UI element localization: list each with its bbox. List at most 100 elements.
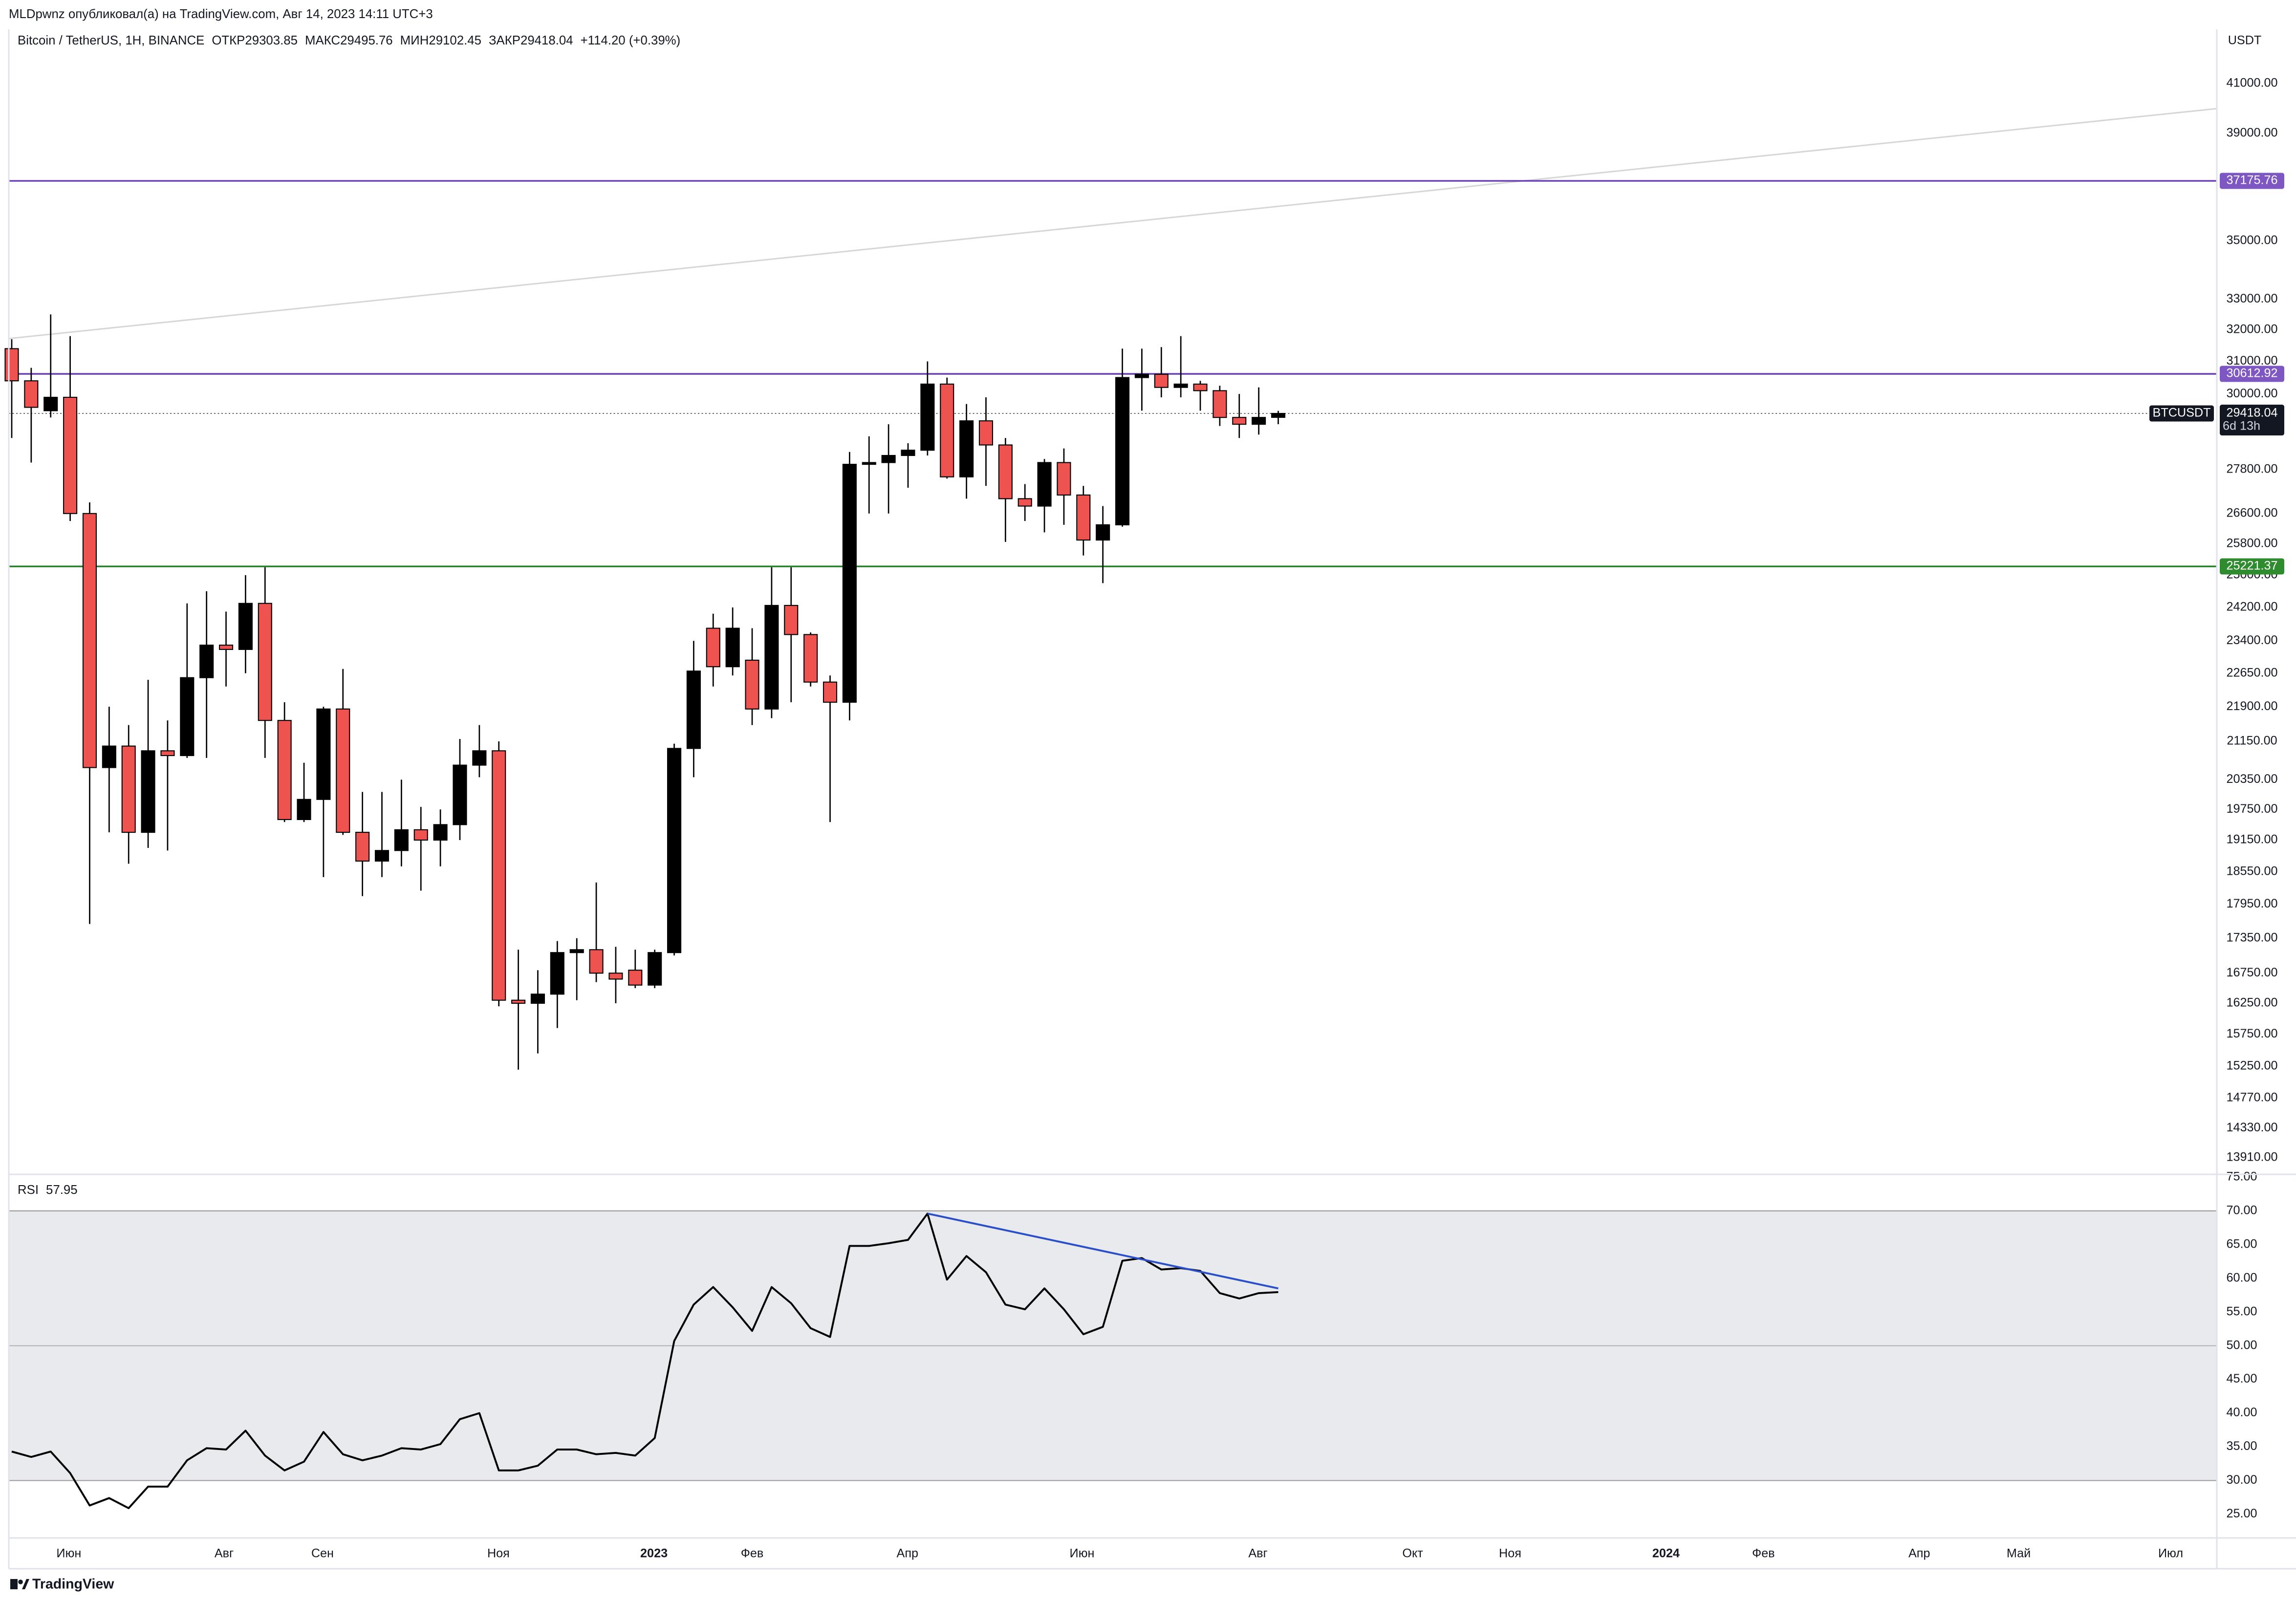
candle-body (453, 764, 467, 825)
y-tick-label: 32000.00 (2226, 323, 2277, 336)
candle-body (998, 444, 1013, 499)
candle-body (784, 605, 799, 635)
y-tick-label: 24200.00 (2226, 600, 2277, 614)
candle-body (492, 750, 506, 1001)
candle-body (1037, 462, 1052, 507)
x-tick-label: Июн (1070, 1547, 1095, 1560)
candle-body (978, 420, 994, 446)
rsi-tick-label: 45.00 (2226, 1372, 2257, 1385)
x-tick-label: Авг (1248, 1547, 1267, 1560)
candle-body (901, 450, 915, 456)
rsi-tick-label: 60.00 (2226, 1271, 2257, 1284)
close-value: 29418.04 (520, 34, 573, 47)
candle-body (1252, 417, 1266, 425)
candle-body (297, 799, 311, 820)
candle-body (648, 952, 662, 986)
candle-body (842, 464, 857, 703)
candle-body (4, 348, 19, 382)
y-tick-label: 15250.00 (2226, 1059, 2277, 1073)
candle-body (1018, 498, 1032, 507)
candle-body (238, 603, 253, 650)
y-tick-label: 22650.00 (2226, 666, 2277, 679)
y-tick-label: 21150.00 (2227, 734, 2277, 748)
candle-body (940, 383, 954, 477)
countdown: 6d 13h (2223, 419, 2260, 433)
y-tick-label: 16750.00 (2226, 966, 2277, 979)
level-label-box (2220, 558, 2284, 575)
y-tick-label: 41000.00 (2226, 76, 2277, 90)
rsi-tick-label: 35.00 (2226, 1439, 2257, 1453)
y-tick-label: 21900.00 (2226, 699, 2277, 713)
brand: TradingView (32, 1577, 114, 1592)
x-tick-label: Фев (1752, 1547, 1775, 1560)
low-value: 29102.45 (429, 34, 481, 47)
rsi-trend-line (927, 1212, 1278, 1290)
candle-body (706, 627, 720, 668)
x-tick-label: 2023 (640, 1547, 668, 1560)
last-price-label: 29418.04 (2226, 406, 2277, 420)
y-tick-label: 31000.00 (2226, 354, 2277, 368)
rsi-tick-label: 65.00 (2226, 1237, 2257, 1251)
candle-body (218, 645, 234, 650)
byline: MLDpwnz опубликовал(а) на TradingView.co… (9, 7, 433, 21)
rsi-tick-label: 25.00 (2226, 1507, 2257, 1520)
y-tick-label: 35000.00 (2226, 233, 2277, 247)
rsi-name: RSI (18, 1183, 39, 1197)
y-tick-label: 19750.00 (2226, 802, 2277, 816)
candle-body (1134, 373, 1149, 378)
level-label: 25221.37 (2226, 559, 2277, 573)
y-tick-label: 27800.00 (2226, 462, 2277, 476)
rsi-tick-label: 55.00 (2226, 1304, 2257, 1318)
level-label: 37175.76 (2226, 173, 2277, 187)
trend-line (8, 108, 2217, 340)
candle-body (764, 605, 779, 710)
y-tick-label: 30000.00 (2226, 387, 2277, 400)
candle-body (667, 748, 682, 953)
candle-body (82, 513, 97, 768)
symbol: Bitcoin / TetherUS, 1H, BINANCE (18, 34, 204, 47)
candle-body (1057, 462, 1071, 496)
candle-body (472, 750, 487, 766)
x-tick-label: Авг (215, 1547, 234, 1560)
y-tick-label: 33000.00 (2226, 292, 2277, 305)
candle-body (316, 708, 331, 800)
rsi-line (11, 1212, 1278, 1510)
candle-body (413, 829, 428, 841)
open-label: ОТКР (212, 34, 245, 47)
candle-body (725, 627, 740, 668)
candle-body (881, 454, 896, 463)
rsi-tick-label: 50.00 (2226, 1338, 2257, 1352)
y-tick-label: 26600.00 (2226, 506, 2277, 519)
candle-body (102, 745, 116, 768)
high-label: МАКС (305, 34, 340, 47)
open-value: 29303.85 (245, 34, 298, 47)
candle-body (141, 750, 155, 833)
candle-body (1193, 383, 1208, 391)
candle-body (1271, 412, 1286, 418)
symbol-label-box (2149, 405, 2214, 422)
close-label: ЗАКР (489, 34, 520, 47)
candle-body (550, 952, 564, 995)
candle-body (121, 745, 136, 833)
candle-body (511, 999, 526, 1004)
candle-body (24, 380, 39, 408)
y-tick-label: 14770.00 (2226, 1091, 2277, 1104)
y-tick-label: 13910.00 (2226, 1150, 2277, 1164)
candle-body (258, 603, 272, 721)
candle-body (1115, 377, 1130, 525)
candle-body (686, 671, 701, 749)
unit-label: USDT (2228, 34, 2262, 47)
y-tick-label: 17950.00 (2226, 897, 2277, 910)
candle-body (1232, 417, 1247, 425)
y-tick-label: 20350.00 (2226, 772, 2277, 786)
candle-body (374, 850, 390, 862)
candle-body (63, 396, 78, 514)
rsi-value: 57.95 (46, 1183, 78, 1197)
candle-body (277, 720, 292, 820)
y-tick-label: 17350.00 (2226, 930, 2277, 944)
candle-body (569, 949, 584, 953)
y-tick-label: 23400.00 (2226, 633, 2277, 647)
candle-body (589, 949, 604, 974)
x-tick-label: 2024 (1652, 1547, 1680, 1560)
brand-logo (10, 1579, 29, 1589)
